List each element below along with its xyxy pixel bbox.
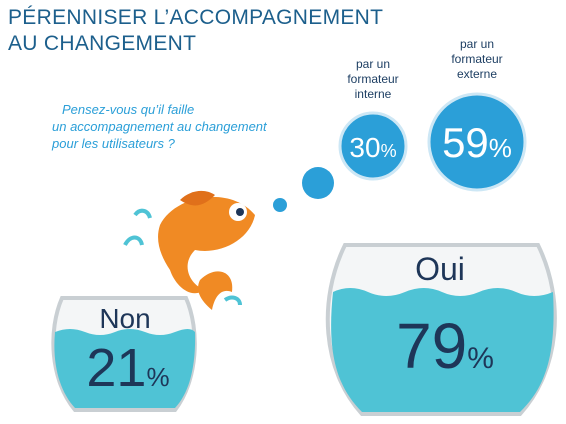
- value: 59: [442, 119, 489, 166]
- bowl-value: 79%: [396, 310, 494, 382]
- bowl: [325, 243, 557, 416]
- bubble: [338, 111, 408, 181]
- bowl: [51, 296, 197, 412]
- question-line: un accompagnement au changement: [52, 119, 268, 134]
- bubble-dot: [273, 198, 287, 212]
- bubble: [427, 92, 527, 192]
- fish: [123, 190, 255, 310]
- question-line: pour les utilisateurs ?: [51, 136, 176, 151]
- bubble-label: formateur: [451, 52, 502, 66]
- bowl-label: Oui: [415, 251, 465, 287]
- bubble-value: 59%: [442, 119, 512, 166]
- unit: %: [381, 141, 397, 161]
- bubble-dot: [302, 167, 334, 199]
- bubble-label: interne: [355, 87, 392, 101]
- unit: %: [146, 362, 169, 392]
- bubble-label: formateur: [347, 72, 398, 86]
- title-line: AU CHANGEMENT: [8, 32, 196, 55]
- bowl-label: Non: [99, 303, 150, 334]
- question-line: Pensez-vous qu’il faille: [62, 102, 194, 117]
- value: 21: [86, 338, 146, 398]
- value: 79: [396, 310, 467, 382]
- bubble-label: par un: [356, 57, 390, 71]
- title-line: PÉRENNISER L’ACCOMPAGNEMENT: [8, 6, 383, 29]
- bubble-label: externe: [457, 67, 497, 81]
- bowl-value: 21%: [86, 338, 169, 398]
- bubble-value: 30%: [349, 132, 396, 163]
- unit: %: [467, 342, 494, 375]
- unit: %: [489, 133, 512, 163]
- bubble-label: par un: [460, 37, 494, 51]
- value: 30: [349, 132, 380, 163]
